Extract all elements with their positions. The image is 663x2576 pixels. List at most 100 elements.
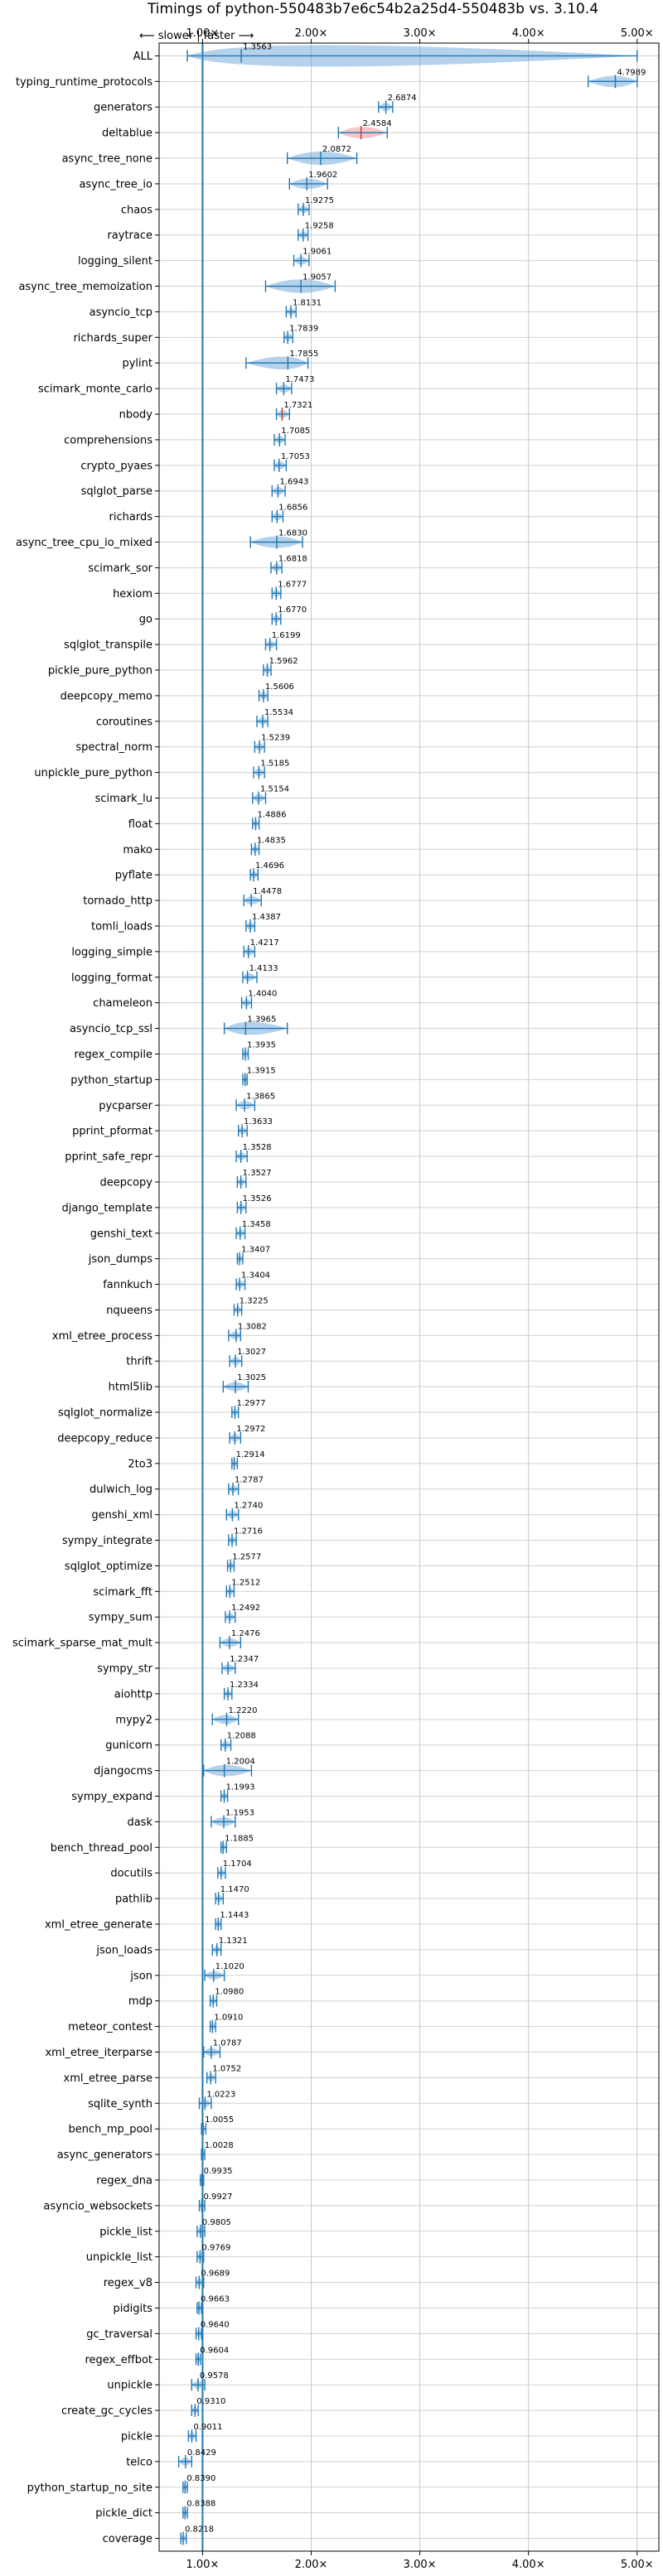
value-label: 1.3563 — [243, 42, 272, 51]
category-label: sqlite_synth — [88, 2098, 152, 2110]
category-label: sympy_expand — [71, 1791, 152, 1803]
value-label: 1.7053 — [281, 452, 310, 461]
value-label: 1.3082 — [238, 1322, 267, 1331]
category-label: regex_effbot — [85, 2354, 152, 2366]
x-tick-label-top: 3.00× — [404, 27, 437, 40]
category-label: xml_etree_iterparse — [45, 2047, 152, 2059]
value-label: 1.9275 — [305, 196, 334, 205]
category-label: float — [128, 818, 152, 831]
value-label: 1.7085 — [281, 427, 310, 436]
x-tick-label-bottom: 3.00× — [404, 2559, 437, 2571]
value-label: 1.2577 — [232, 1552, 261, 1561]
value-label: 1.3528 — [243, 1143, 272, 1152]
value-label: 0.9927 — [203, 2192, 232, 2202]
value-label: 1.3965 — [247, 1015, 276, 1025]
value-label: 1.5534 — [264, 708, 293, 717]
category-label: coverage — [103, 2533, 152, 2545]
category-label: pycparser — [99, 1100, 152, 1112]
category-label: pickle — [121, 2430, 152, 2443]
value-label: 1.2347 — [230, 1655, 259, 1664]
x-tick-label-bottom: 1.00× — [186, 2559, 220, 2571]
chart-title: Timings of python-550483b7e6c54b2a25d4-5… — [147, 1, 598, 17]
value-label: 1.6770 — [278, 605, 307, 615]
x-tick-label-top: 4.00× — [512, 27, 545, 40]
category-label: docutils — [110, 1868, 152, 1880]
value-label: 0.9604 — [200, 2346, 229, 2355]
value-label: 1.3225 — [240, 1296, 269, 1305]
category-label: aiohttp — [114, 1688, 152, 1700]
category-label: django_template — [62, 1202, 152, 1214]
category-label: async_tree_cpu_io_mixed — [16, 537, 152, 549]
value-label: 0.9640 — [201, 2320, 230, 2329]
category-label: tornado_http — [83, 895, 152, 908]
value-label: 1.9061 — [302, 248, 332, 257]
value-label: 1.2476 — [231, 1629, 260, 1638]
category-label: logging_silent — [78, 255, 152, 268]
category-label: fannkuch — [103, 1279, 152, 1291]
category-label: richards_super — [73, 332, 152, 345]
category-label: spectral_norm — [75, 741, 152, 754]
category-label: bench_mp_pool — [68, 2124, 152, 2136]
value-label: 1.3935 — [247, 1040, 276, 1049]
value-label: 1.2787 — [235, 1476, 264, 1485]
value-label: 1.3526 — [243, 1194, 272, 1204]
category-label: html5lib — [109, 1382, 152, 1394]
value-label: 1.2740 — [234, 1502, 263, 1511]
category-label: regex_dna — [96, 2174, 152, 2187]
category-label: scimark_sparse_mat_mult — [12, 1638, 152, 1650]
category-label: richards — [109, 511, 153, 523]
category-label: raytrace — [107, 229, 152, 242]
value-label: 0.8388 — [186, 2500, 215, 2509]
category-label: deepcopy — [99, 1176, 152, 1189]
category-label: mako — [123, 844, 152, 856]
value-label: 0.9310 — [196, 2397, 225, 2406]
value-label: 1.6943 — [279, 478, 308, 487]
category-label: hexiom — [113, 588, 152, 601]
value-label: 1.2716 — [234, 1527, 263, 1536]
category-label: unpickle_list — [86, 2251, 152, 2264]
value-label: 1.4835 — [257, 836, 286, 845]
value-label: 1.4478 — [253, 887, 282, 896]
x-tick-label-top: 2.00× — [295, 27, 328, 40]
value-label: 1.4040 — [248, 990, 277, 999]
value-label: 1.7473 — [285, 375, 314, 384]
value-label: 1.9258 — [305, 222, 334, 231]
value-label: 2.4584 — [363, 119, 392, 128]
value-label: 1.3025 — [237, 1373, 266, 1382]
category-label: deepcopy_memo — [60, 690, 152, 702]
category-label: nqueens — [106, 1305, 152, 1317]
category-label: tomli_loads — [91, 920, 152, 933]
category-label: bench_thread_pool — [51, 1842, 152, 1855]
value-label: 1.0028 — [205, 2141, 234, 2150]
value-label: 1.1443 — [220, 1911, 249, 1920]
value-label: 1.1321 — [219, 1937, 248, 1946]
category-label: chaos — [121, 204, 152, 216]
value-label: 1.2220 — [229, 1706, 258, 1715]
x-tick-labels: 1.00× 1.00× 2.00× 2.00× 3.00× 3.00× 4.00× 4.00×… — [186, 27, 654, 2571]
value-label: 0.9011 — [193, 2423, 222, 2432]
category-label: sympy_str — [97, 1663, 152, 1676]
category-label: telco — [126, 2456, 152, 2468]
value-label: 1.6777 — [278, 580, 307, 589]
category-label: python_startup — [70, 1074, 152, 1087]
category-label: json_dumps — [88, 1253, 152, 1266]
category-label: sympy_sum — [89, 1612, 152, 1624]
value-label: 0.8390 — [186, 2474, 215, 2483]
category-label: pprint_pformat — [72, 1126, 152, 1138]
value-label: 1.0910 — [214, 2014, 243, 2023]
direction-note: ⟵ slower | faster ⟶ — [139, 30, 254, 42]
value-label: 1.0980 — [215, 1988, 244, 1997]
value-label: 1.8131 — [293, 298, 322, 307]
category-label: gunicorn — [105, 1739, 152, 1752]
value-label: 1.1020 — [215, 1962, 244, 1971]
category-label: genshi_text — [90, 1228, 152, 1240]
category-label: mypy2 — [115, 1714, 152, 1726]
x-tick-label-bottom: 5.00× — [621, 2559, 654, 2571]
category-label: xml_etree_parse — [64, 2072, 152, 2085]
value-label: 1.2334 — [230, 1681, 259, 1690]
value-label: 1.5239 — [261, 734, 290, 743]
value-label: 1.5606 — [265, 683, 294, 692]
value-label: 1.3458 — [242, 1220, 271, 1229]
category-label: python_startup_no_site — [27, 2482, 152, 2494]
